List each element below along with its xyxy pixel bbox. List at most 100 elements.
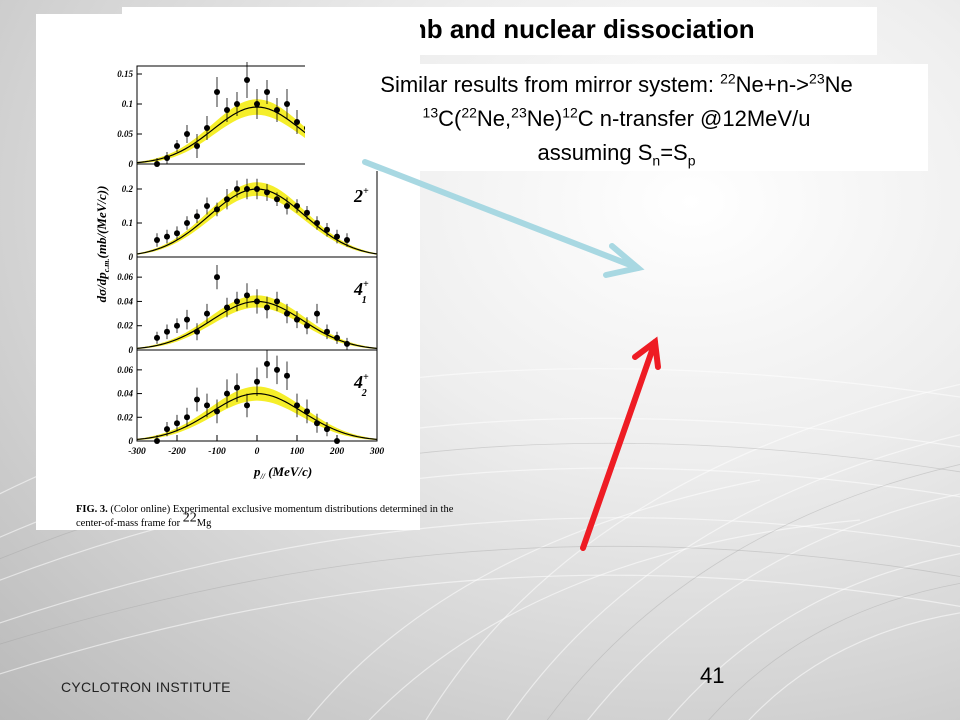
caption-text: (Color online) Experimental exclusive mo… xyxy=(76,504,454,529)
note-line-2-text-a: C( xyxy=(438,106,462,131)
note-box: Similar results from mirror system: 22Ne… xyxy=(305,64,928,171)
x-tick-label: -100 xyxy=(208,447,226,457)
y-tick-label: 0.1 xyxy=(122,99,133,109)
footer-institute: CYCLOTRON INSTITUTE xyxy=(61,679,231,695)
note-line-2-text-c: Ne) xyxy=(526,106,563,131)
data-point xyxy=(274,298,280,305)
data-point xyxy=(234,101,240,107)
data-point xyxy=(234,186,240,192)
data-point xyxy=(184,131,190,137)
data-point xyxy=(314,420,320,427)
data-point xyxy=(224,196,230,203)
data-point xyxy=(274,107,280,113)
data-point xyxy=(194,328,200,335)
y-tick-label: 0.05 xyxy=(117,129,133,139)
data-point xyxy=(304,322,310,329)
note-line-2-mass-1: 13 xyxy=(422,104,439,121)
data-point xyxy=(184,414,190,421)
x-tick-label: -200 xyxy=(168,447,186,457)
data-point xyxy=(254,101,260,107)
data-point xyxy=(324,426,330,433)
data-point xyxy=(284,203,290,209)
data-point xyxy=(224,107,230,113)
data-point xyxy=(294,203,300,209)
data-point xyxy=(334,233,340,240)
data-point xyxy=(224,304,230,311)
data-point xyxy=(254,378,260,385)
data-point xyxy=(174,230,180,237)
data-point xyxy=(244,77,250,83)
x-tick-label: 100 xyxy=(290,447,305,457)
data-point xyxy=(154,438,160,444)
caption-element: Mg xyxy=(196,518,212,529)
note-line-1-text-a: Similar results from mirror system: xyxy=(380,72,721,97)
figure-caption: FIG. 3. (Color online) Experimental excl… xyxy=(76,503,454,531)
data-point xyxy=(204,310,210,317)
y-tick-label: 0.1 xyxy=(122,218,133,228)
page-number: 41 xyxy=(700,663,725,688)
data-point xyxy=(214,89,220,95)
data-point xyxy=(244,186,250,192)
panel-label: 2+ xyxy=(353,186,369,206)
data-point xyxy=(304,408,310,415)
momentum-distribution-plot: 0 0.05 0.1 0.15 0 0.1 0.2 2+ 0 0.02 0.04 0.06 4+ 1 0 0.… xyxy=(94,62,385,481)
data-point xyxy=(244,402,250,409)
data-point xyxy=(344,340,350,347)
caption-figure-number: FIG. 3. xyxy=(76,504,108,515)
data-point xyxy=(314,310,320,317)
data-point xyxy=(174,143,180,149)
data-point xyxy=(254,298,260,305)
x-tick-label: 0 xyxy=(255,447,260,457)
y-tick-label: 0.02 xyxy=(117,321,133,331)
data-point xyxy=(184,220,190,226)
y-tick-label: 0.15 xyxy=(117,69,133,79)
data-point xyxy=(294,316,300,323)
data-point xyxy=(284,101,290,107)
note-line-1-text-b: Ne+n-> xyxy=(735,72,810,97)
data-point xyxy=(214,408,220,415)
note-line-1-mass-1: 22 xyxy=(720,70,736,87)
data-point xyxy=(184,316,190,323)
note-line-2-mass-2: 22 xyxy=(461,104,477,121)
note-line-2-mass-4: 12 xyxy=(562,104,578,121)
data-point xyxy=(254,186,260,192)
data-point xyxy=(274,196,280,203)
note-line-3-text-a: assuming S xyxy=(537,140,653,165)
x-axis-label: p// (MeV/c) xyxy=(253,464,312,481)
panel-label: 4+ 2 xyxy=(353,372,369,399)
data-point xyxy=(174,322,180,329)
data-point xyxy=(264,360,270,367)
data-point xyxy=(294,119,300,125)
note-line-3-text-b: =S xyxy=(660,140,688,165)
data-point xyxy=(304,209,310,216)
y-tick-label: 0.04 xyxy=(117,389,133,399)
data-point xyxy=(234,298,240,305)
x-tick-label: -300 xyxy=(128,447,146,457)
y-tick-label: 0.2 xyxy=(122,184,134,194)
data-point xyxy=(324,226,330,233)
note-line-2: 13C(22Ne,23Ne)12C n-transfer @12MeV/u xyxy=(305,106,928,132)
data-point xyxy=(274,366,280,373)
data-point xyxy=(194,143,200,149)
x-tick-label: 300 xyxy=(369,447,385,457)
data-point xyxy=(324,328,330,335)
y-tick-label: 0.06 xyxy=(117,272,133,282)
y-tick-label: 0.06 xyxy=(117,365,133,375)
data-point xyxy=(294,402,300,409)
data-point xyxy=(234,384,240,391)
data-point xyxy=(264,89,270,95)
data-point xyxy=(344,237,350,243)
data-point xyxy=(214,206,220,213)
data-point xyxy=(264,189,270,196)
data-point xyxy=(164,426,170,433)
panel-label: 4+ 1 xyxy=(353,279,369,306)
data-point xyxy=(204,125,210,131)
y-axis-label: dσ/dpc.m.(mb/(MeV/c)) xyxy=(94,186,111,303)
data-point xyxy=(224,390,230,397)
data-point xyxy=(174,420,180,427)
uncertainty-band xyxy=(137,386,377,441)
data-point xyxy=(314,220,320,226)
y-tick-label: 0.02 xyxy=(117,412,133,422)
note-line-3: assuming Sn=Sp xyxy=(305,140,928,167)
caption-mass-number: 22 xyxy=(182,510,197,526)
